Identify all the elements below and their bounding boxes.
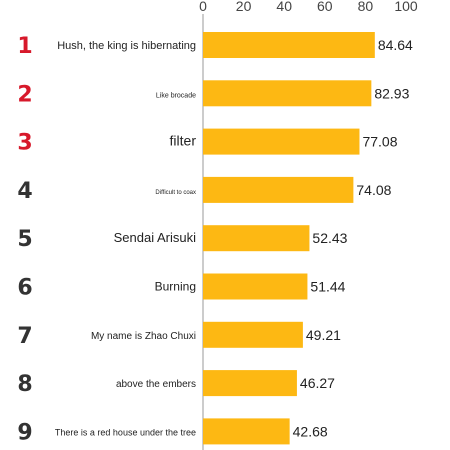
value-label: 49.21 <box>306 327 341 343</box>
bar <box>203 321 303 348</box>
rank-number: 4 <box>17 179 32 204</box>
x-tick-label: 20 <box>236 0 252 14</box>
bar <box>203 225 310 252</box>
bar <box>203 80 372 107</box>
bar-row: 2 Like brocade 82.93 <box>17 80 410 107</box>
category-label: Like brocade <box>156 92 196 99</box>
category-label: Hush, the king is hibernating <box>57 40 196 52</box>
rank-number: 9 <box>17 420 32 445</box>
bar-row: 6 Burning 51.44 <box>17 273 346 301</box>
value-label: 77.08 <box>362 134 397 150</box>
x-tick-label: 40 <box>276 0 292 14</box>
bar <box>203 273 308 300</box>
bar <box>203 128 360 155</box>
value-label: 82.93 <box>374 85 409 101</box>
rank-number: 8 <box>17 372 32 397</box>
category-label: My name is Zhao Chuxi <box>91 331 196 342</box>
bar-row: 5 Sendai Arisuki 52.43 <box>17 225 348 252</box>
x-tick-label: 60 <box>317 0 333 14</box>
value-label: 51.44 <box>310 279 345 295</box>
bar-row: 1 Hush, the king is hibernating 84.64 <box>17 32 413 59</box>
category-label: filter <box>170 133 197 149</box>
rank-number: 3 <box>17 131 32 156</box>
x-axis-ticks: 0 20 40 60 80 100 <box>199 0 418 14</box>
category-label: Sendai Arisuki <box>114 230 196 245</box>
category-label: above the embers <box>116 379 196 390</box>
value-label: 52.43 <box>312 230 347 246</box>
rank-number: 1 <box>17 34 32 59</box>
category-label: There is a red house under the tree <box>55 427 196 437</box>
bar-row: 3 filter 77.08 <box>17 128 398 156</box>
category-label: Difficult to coax <box>155 190 196 196</box>
value-label: 84.64 <box>378 37 413 53</box>
bar-row: 8 above the embers 46.27 <box>17 370 335 397</box>
bar-row: 9 There is a red house under the tree 42.6… <box>17 418 328 445</box>
bar <box>203 370 297 397</box>
rank-number: 2 <box>17 82 32 107</box>
value-label: 42.68 <box>293 423 328 439</box>
bar-rows: 1 Hush, the king is hibernating 84.64 2 Like… <box>17 32 413 445</box>
rank-number: 7 <box>17 324 32 349</box>
bar <box>203 418 290 445</box>
category-label: Burning <box>155 280 196 294</box>
bar <box>203 32 375 58</box>
rank-number: 5 <box>17 227 32 252</box>
x-tick-label: 0 <box>199 0 207 14</box>
x-tick-label: 80 <box>358 0 374 14</box>
bar-row: 7 My name is Zhao Chuxi 49.21 <box>17 321 341 349</box>
x-tick-label: 100 <box>394 0 418 14</box>
value-label: 46.27 <box>300 375 335 391</box>
value-label: 74.08 <box>356 182 391 198</box>
rank-number: 6 <box>17 276 32 301</box>
bar-row: 4 Difficult to coax 74.08 <box>17 176 392 204</box>
bar <box>203 176 354 203</box>
